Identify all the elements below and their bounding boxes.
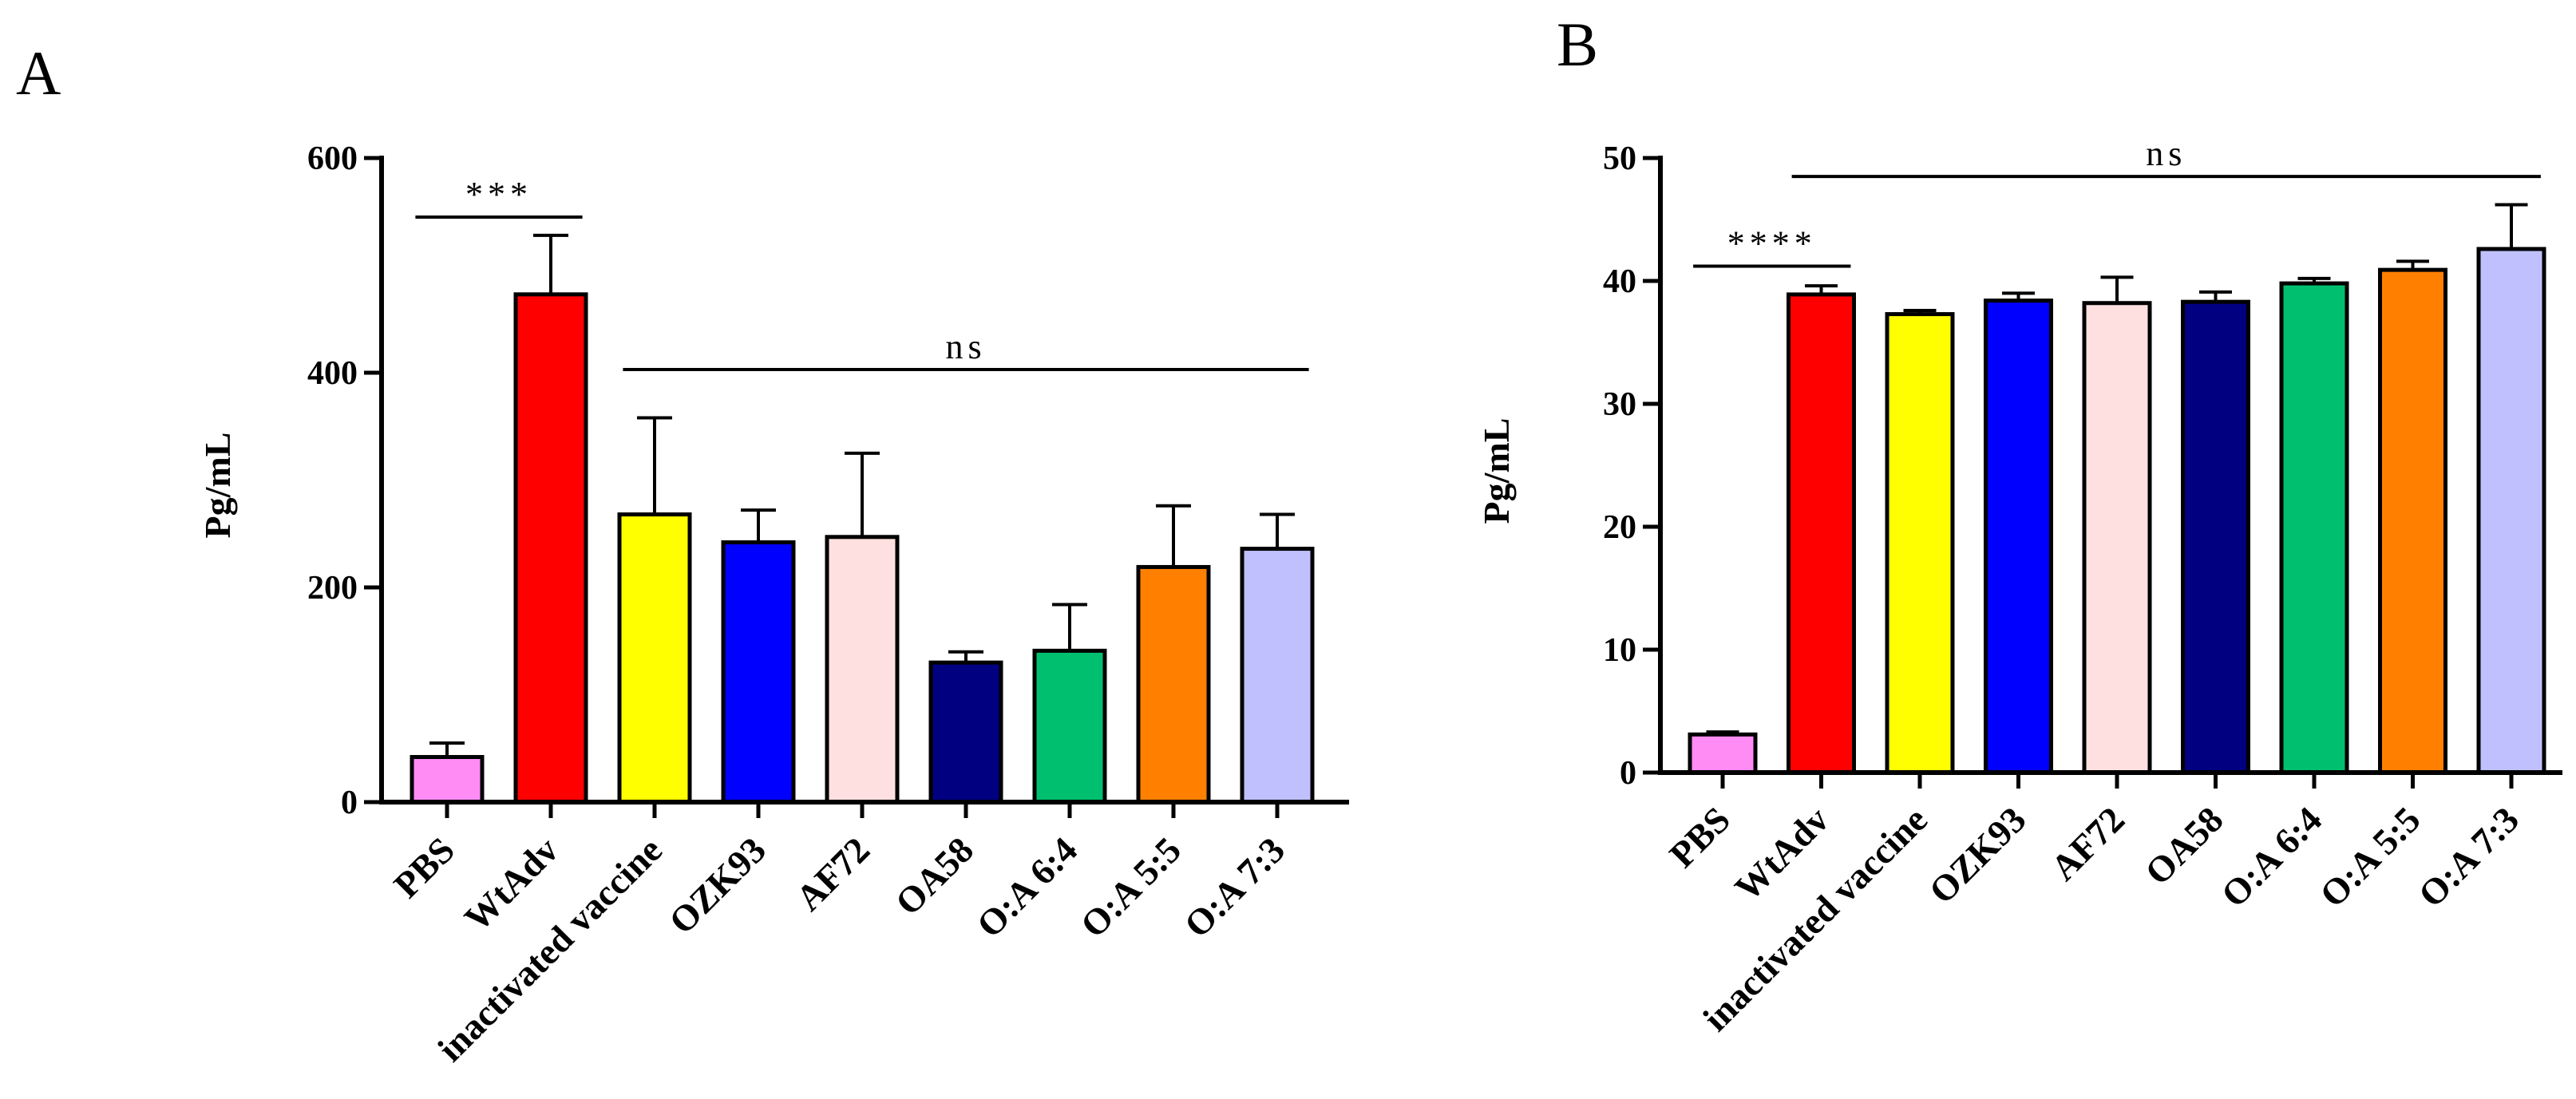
panel-a-y-axis-label: Pg/mL	[197, 433, 238, 539]
panel-a-y-tick-label: 600	[307, 140, 358, 177]
panel-b-bar	[1885, 312, 1955, 775]
panel-a-x-tick-label: OA58	[888, 829, 981, 923]
panel-a-x-tick-label: O:A 5:5	[1073, 829, 1189, 945]
panel-a-bar	[825, 535, 900, 804]
panel-b-y-tick-label: 20	[1603, 509, 1636, 546]
panel-a-bar	[1136, 564, 1211, 804]
panel-a-x-tick-label: AF72	[788, 829, 877, 919]
panel-b-x-tick-label: O:A 6:4	[2214, 799, 2329, 915]
panel-a-letter: A	[16, 38, 61, 108]
panel-a-x-tick-label: OZK93	[661, 829, 774, 942]
panel-b-y-tick-label: 30	[1603, 386, 1636, 423]
panel-a-x-tick-label: O:A 6:4	[969, 829, 1085, 945]
panel-b-letter: B	[1557, 10, 1598, 79]
panel-b-x-tick-label: O:A 7:3	[2411, 799, 2527, 915]
panel-b-x-tick-label: OA58	[2137, 799, 2230, 892]
panel-b-y-axis-label: Pg/mL	[1476, 418, 1517, 524]
panel-b-bar	[2279, 281, 2349, 775]
panel-a-bar	[617, 512, 692, 804]
panel-b-bar	[1984, 298, 2053, 775]
panel-a-significance-label: ns	[945, 327, 986, 366]
panel-b-x-tick-label: OZK93	[1921, 799, 2034, 911]
panel-b-bar	[1688, 732, 1758, 775]
panel-a-x-tick-label: PBS	[386, 829, 462, 906]
panel-b-bar	[2181, 299, 2250, 775]
panel-a-y-tick-label: 400	[307, 355, 358, 392]
panel-a-bar	[513, 292, 588, 804]
panel-b-bar	[2082, 301, 2152, 775]
panel-a-bar	[721, 540, 796, 804]
panel-b-significance-label: ns	[2146, 134, 2186, 173]
panel-b-x-tick-label: PBS	[1661, 799, 1738, 876]
panel-b-x-tick-label: O:A 5:5	[2312, 799, 2428, 915]
panel-b-y-tick-label: 0	[1620, 755, 1636, 792]
panel-b-y-tick-label: 50	[1603, 140, 1636, 177]
panel-a-y-tick-label: 0	[341, 785, 358, 821]
panel-b-bar	[1787, 292, 1856, 775]
panel-a-y-tick-label: 200	[307, 570, 358, 607]
panel-a-significance-label: ***	[465, 175, 532, 214]
panel-a-bar	[410, 755, 485, 804]
panel-b-x-tick-label: AF72	[2043, 799, 2132, 888]
panel-b-y-tick-label: 10	[1603, 632, 1636, 669]
panel-a-x-tick-label: O:A 7:3	[1177, 829, 1292, 945]
panel-b-y-tick-label: 40	[1603, 263, 1636, 300]
panel-b-significance-label: ****	[1727, 224, 1817, 263]
panel-b-bar	[2378, 267, 2447, 775]
panel-b-bar	[2476, 247, 2546, 775]
panel-a-bar	[928, 660, 1003, 804]
panel-a-bar	[1032, 648, 1107, 804]
panel-a-bar	[1240, 547, 1315, 804]
